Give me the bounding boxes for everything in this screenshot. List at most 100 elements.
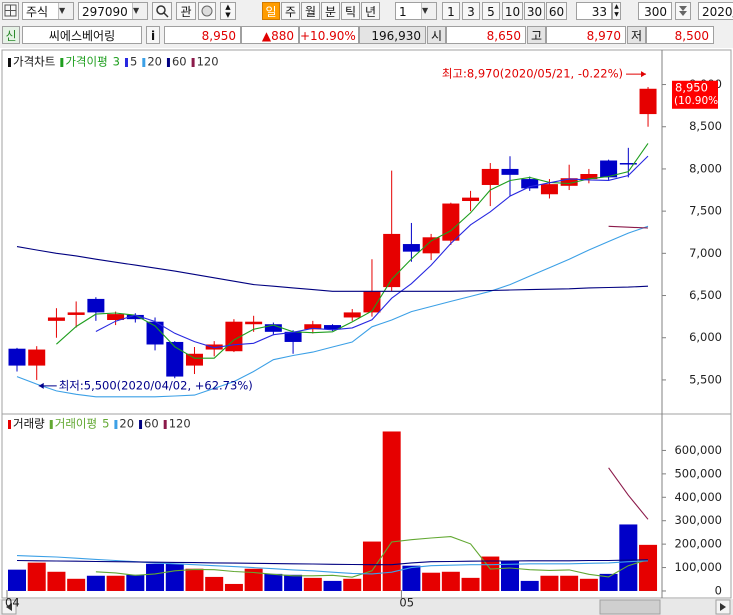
candle-body [185,353,203,366]
legend-marker [139,420,143,429]
high: 8,970 [546,26,626,44]
date-input[interactable]: 2020/ [698,2,733,20]
candle-body [205,344,223,350]
info-button[interactable]: i [146,26,160,44]
period-button[interactable]: 주 [281,2,300,20]
price: 8,950 [164,26,241,44]
search-button[interactable] [152,2,172,20]
legend-marker [8,58,11,67]
minute-button[interactable]: 10 [502,2,523,20]
period-button[interactable]: 월 [301,2,320,20]
volume-bar [520,580,539,591]
volume-bar [8,569,26,591]
quote-bar: 신 씨에스베어링 i 8,950 ▲880 +10.90% 196,930 시 … [0,24,733,48]
candle-body [343,312,361,318]
volume-bar [560,575,579,591]
dropdown-arrow: ▼ [132,3,147,19]
candle-body [324,325,342,330]
search-icon [156,5,169,18]
y-tick-label: 200,000 [674,537,722,551]
candle-body [363,291,381,313]
y-tick-label: 400,000 [674,490,722,504]
volume-bar [47,571,66,591]
volume-bar [441,571,460,591]
volume-bar [244,568,263,591]
moving-average-line [16,225,649,398]
high-annotation: 최고:8,970(2020/05/21, -0.22%) [442,67,623,81]
legend-marker [8,420,11,429]
legend-label: 120 [169,417,191,431]
count-spinner[interactable]: ▲ ▼ [612,2,621,20]
moving-average-line [608,467,649,520]
option-button[interactable] [675,2,691,20]
minute-button[interactable]: 5 [482,2,500,20]
high-label: 고 [527,26,546,44]
period-button[interactable]: 년 [361,2,380,20]
candle-body [87,298,105,313]
period-button[interactable]: 일 [262,2,280,20]
moving-average-line [95,536,649,578]
candle-body [600,160,618,178]
count-input[interactable]: 33 [576,2,612,20]
legend-label: 120 [197,55,219,69]
candle-body [8,348,26,366]
volume-bar [165,563,184,591]
candle-body [521,179,539,189]
scroll-left-icon [6,603,12,611]
link-button[interactable] [198,2,216,20]
volume: 196,930 [359,26,426,44]
count-max-input[interactable]: 300 [638,2,672,20]
minute-button[interactable]: 1 [442,2,460,20]
code: 297090 [82,5,128,19]
legend-label: 20 [147,55,162,69]
volume-bar [540,575,559,591]
minute-button[interactable]: 3 [462,2,480,20]
grid-icon [4,4,17,17]
y-tick-label: 100,000 [674,560,722,574]
legend-label: 거래량 [13,417,45,431]
volume-bar [343,578,362,591]
code-input[interactable]: 297090 ▼ [78,2,148,20]
candle-body [304,324,322,330]
watch-button[interactable]: 관 [176,2,196,20]
volume-bar [67,578,86,591]
market-select[interactable]: 주식 ▼ [22,2,74,20]
legend-label: 3 [113,55,120,69]
candle-body [126,314,144,320]
stock-name: 씨에스베어링 [22,26,142,44]
minute-button[interactable]: 30 [524,2,545,20]
low: 8,500 [646,26,714,44]
legend-marker [142,58,146,67]
minute-button[interactable]: 60 [546,2,567,20]
volume-bar [185,568,204,591]
volume-bar [362,541,381,591]
interval-select[interactable]: 1 ▼ [395,2,437,20]
change: ▲880 [241,26,299,44]
candle-body [284,331,302,342]
scroll-thumb[interactable] [599,599,661,615]
y-tick-label: 600,000 [674,443,722,457]
y-tick-label: 6,000 [689,330,722,344]
scrollbar[interactable] [0,599,733,615]
spinner[interactable]: ▲ ▼ [220,2,236,20]
legend-marker [114,420,118,429]
last-price-box [672,80,718,109]
option-icon [679,6,687,16]
y-tick-label: 0 [715,583,722,597]
candle-body [560,178,578,186]
y-tick-label: 300,000 [674,513,722,527]
menu-icon[interactable] [2,2,19,20]
moving-average-line [16,555,649,575]
period-button[interactable]: 틱 [341,2,360,20]
y-tick-label: 500,000 [674,466,722,480]
y-tick-label: 6,500 [689,288,722,302]
badge: 신 [2,26,20,44]
candle-body [67,312,85,315]
volume-bar [382,431,401,591]
dropdown-arrow: ▼ [58,3,73,19]
legend-label: 5 [102,417,109,431]
volume-bar [86,575,105,591]
last-price-label: 8,950 [675,80,708,94]
period-button[interactable]: 분 [321,2,340,20]
